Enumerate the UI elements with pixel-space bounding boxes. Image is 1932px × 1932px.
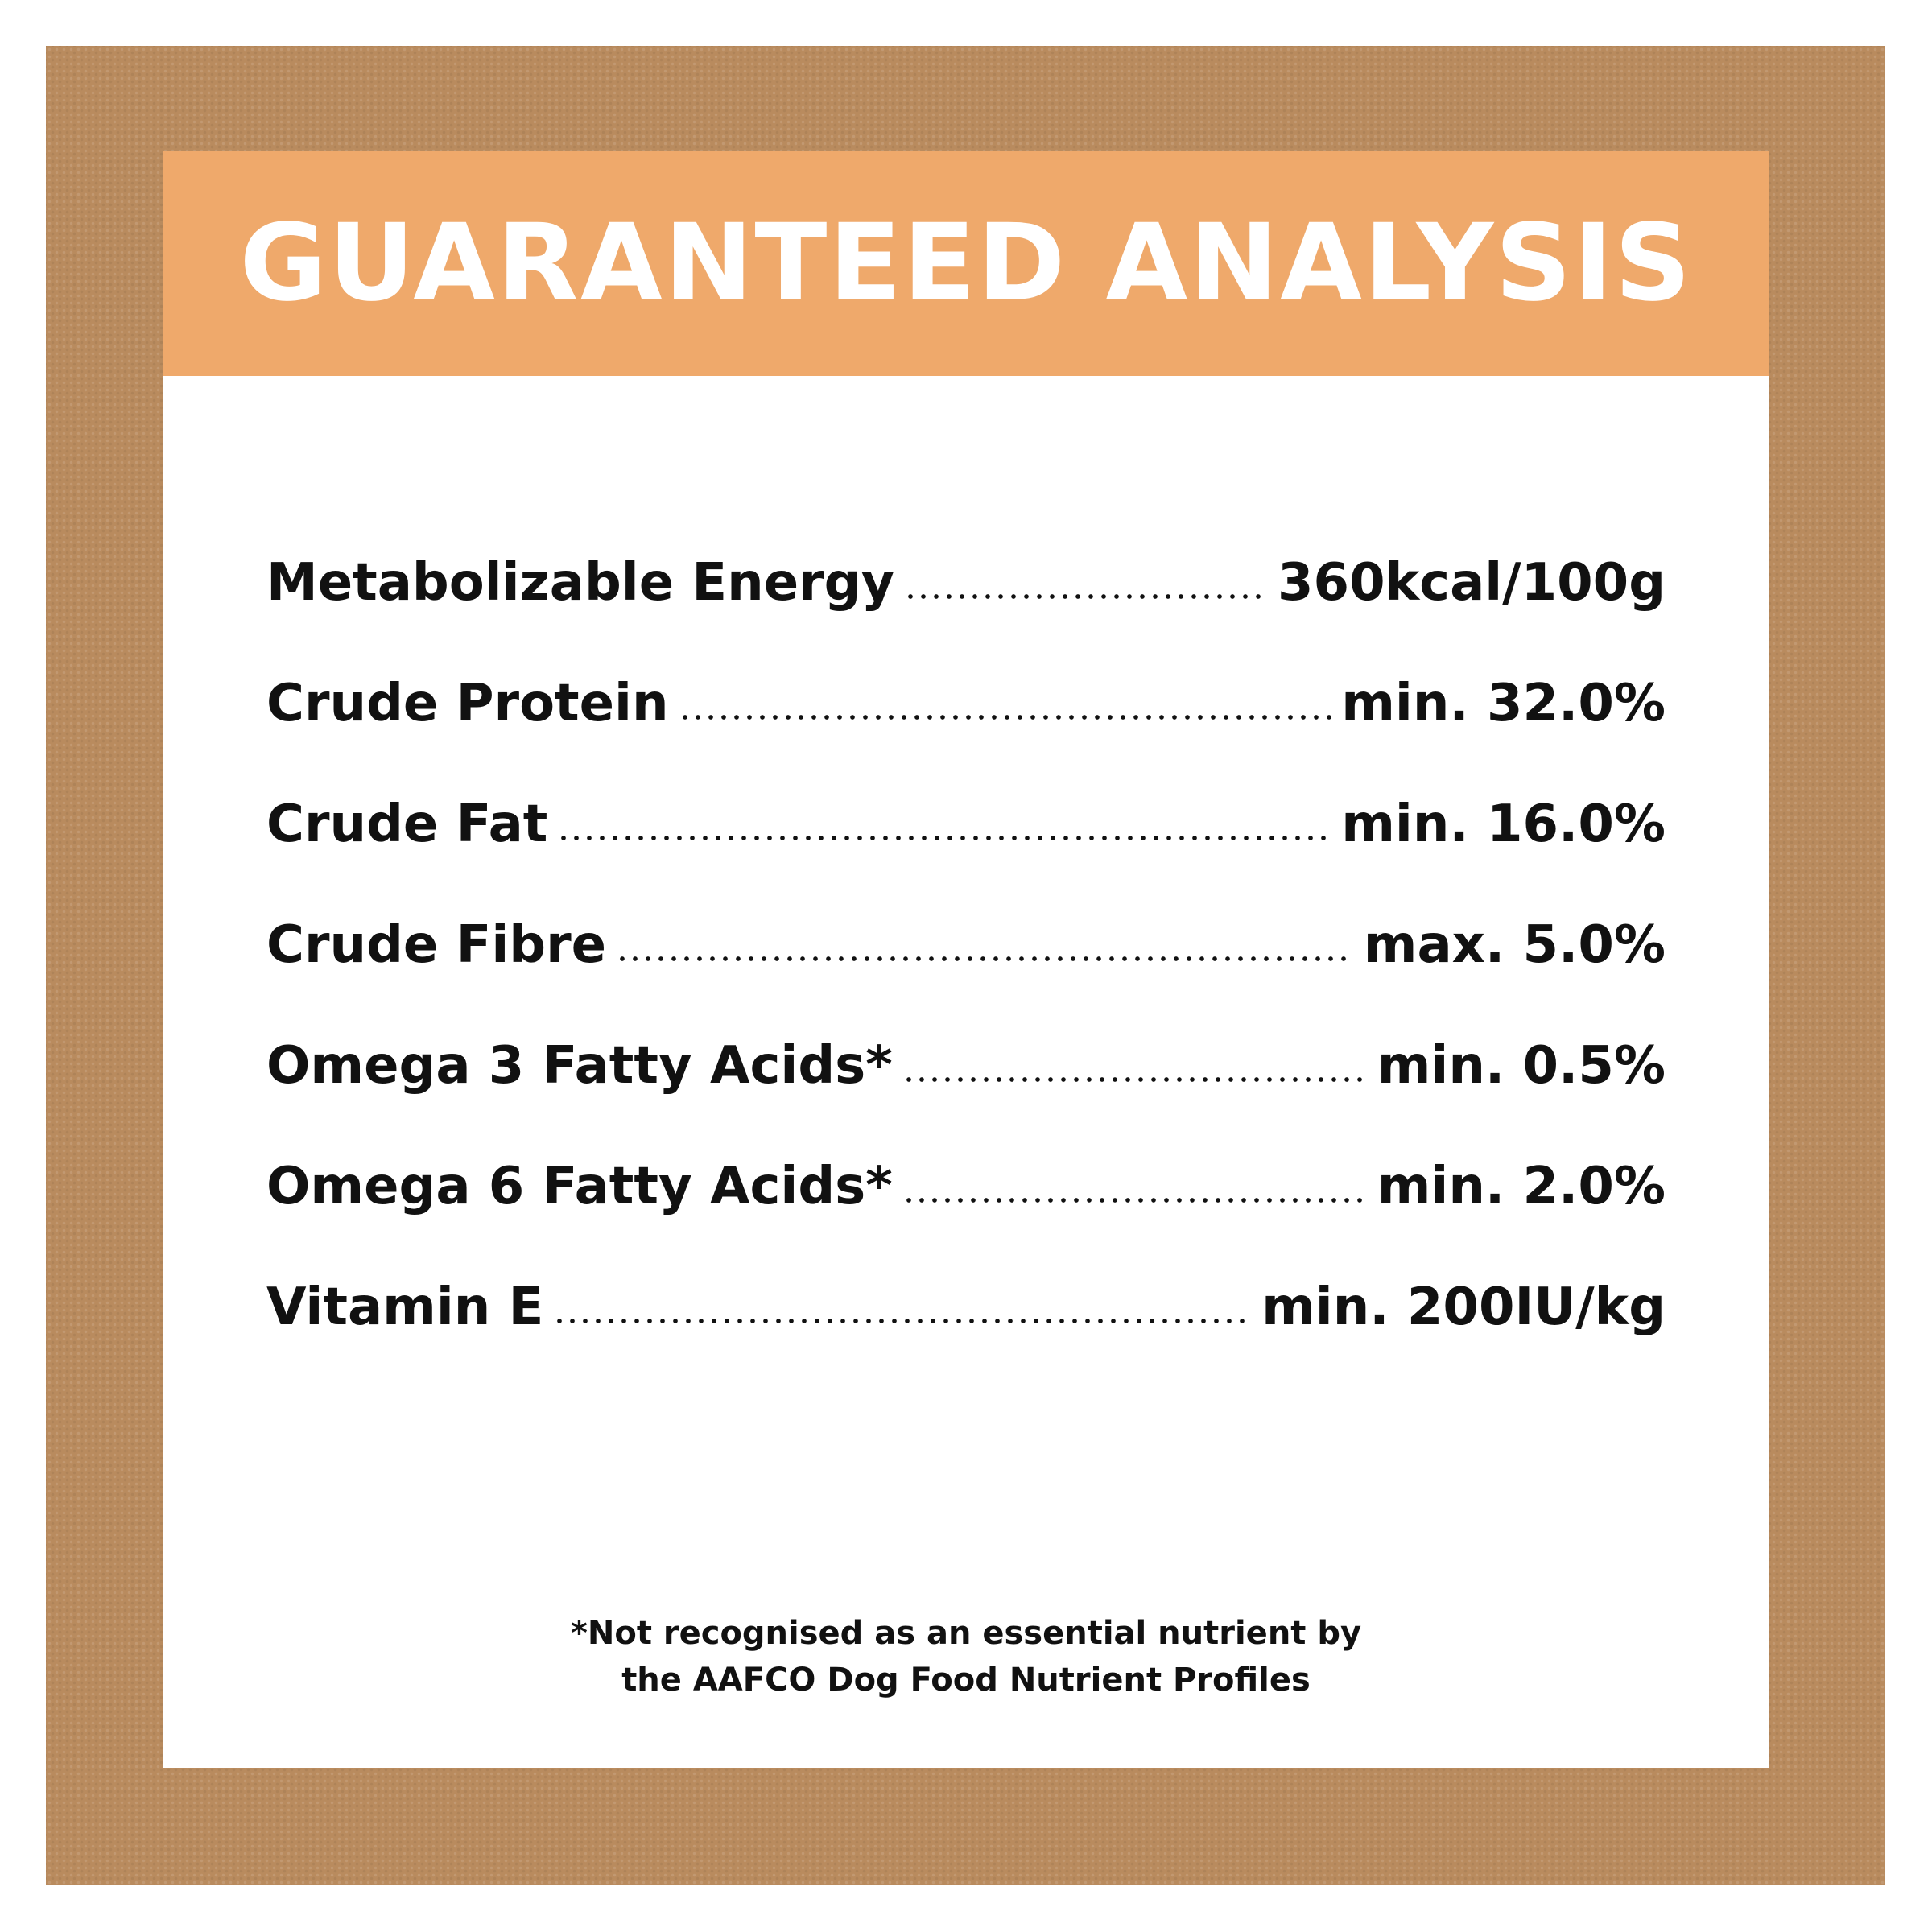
- nutrient-label: Crude Fibre: [266, 915, 607, 975]
- nutrient-value: min. 16.0%: [1341, 795, 1666, 854]
- nutrient-label: Metabolizable Energy: [266, 553, 895, 613]
- nutrient-label: Omega 6 Fatty Acids*: [266, 1157, 893, 1216]
- analysis-list: Metabolizable Energy 360kcal/100g Crude Pr…: [266, 553, 1666, 1398]
- analysis-row: Omega 3 Fatty Acids* min. 0.5%: [266, 1036, 1666, 1157]
- footnote: *Not recognised as an essential nutrient…: [163, 1610, 1769, 1703]
- leader: [557, 835, 1332, 841]
- analysis-row: Crude Protein min. 32.0%: [266, 674, 1666, 795]
- footnote-line: the AAFCO Dog Food Nutrient Profiles: [621, 1662, 1311, 1699]
- nutrient-value: min. 0.5%: [1377, 1036, 1666, 1096]
- footnote-line: *Not recognised as an essential nutrient…: [570, 1615, 1362, 1652]
- nutrient-label: Omega 3 Fatty Acids*: [266, 1036, 893, 1096]
- leader: [553, 1318, 1253, 1324]
- nutrient-value: max. 5.0%: [1363, 915, 1666, 975]
- analysis-row: Metabolizable Energy 360kcal/100g: [266, 553, 1666, 674]
- nutrient-value: min. 2.0%: [1377, 1157, 1666, 1216]
- nutrient-value: min. 32.0%: [1341, 674, 1666, 733]
- nutrient-value: 360kcal/100g: [1278, 553, 1666, 613]
- title: GUARANTEED ANALYSIS: [239, 201, 1693, 325]
- leader: [616, 956, 1354, 962]
- analysis-row: Vitamin E min. 200IU/kg: [266, 1278, 1666, 1398]
- leader: [902, 1076, 1368, 1083]
- nutrient-label: Crude Fat: [266, 795, 548, 854]
- card: GUARANTEED ANALYSIS Metabolizable Energy…: [163, 151, 1769, 1768]
- nutrient-value: min. 200IU/kg: [1261, 1278, 1666, 1337]
- leader: [904, 593, 1268, 600]
- nutrient-label: Vitamin E: [266, 1278, 544, 1337]
- analysis-row: Crude Fat min. 16.0%: [266, 795, 1666, 915]
- analysis-row: Crude Fibre max. 5.0%: [266, 915, 1666, 1036]
- nutrient-label: Crude Protein: [266, 674, 669, 733]
- header-band: GUARANTEED ANALYSIS: [163, 151, 1769, 376]
- analysis-row: Omega 6 Fatty Acids* min. 2.0%: [266, 1157, 1666, 1278]
- leader: [902, 1197, 1368, 1203]
- leader: [678, 714, 1332, 720]
